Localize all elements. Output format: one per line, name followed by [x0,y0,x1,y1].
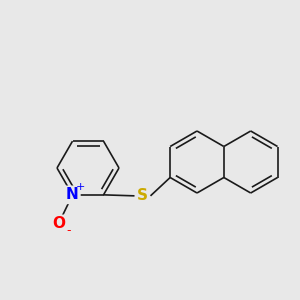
Text: -: - [66,224,71,237]
Text: S: S [137,188,148,203]
Text: N: N [66,187,79,202]
Text: +: + [76,182,85,192]
Text: O: O [52,216,65,231]
